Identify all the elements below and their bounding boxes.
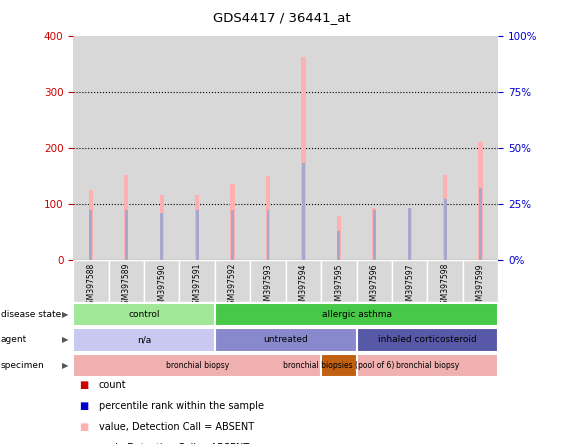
Bar [73,36,109,260]
Bar [337,216,341,260]
Bar [196,210,199,260]
Bar [356,328,498,352]
Bar [215,36,251,260]
Bar [266,176,270,260]
Bar [215,260,251,302]
Bar [408,209,412,260]
Bar [356,353,498,377]
Text: GSM397589: GSM397589 [122,263,131,309]
Text: ▶: ▶ [62,310,69,319]
Bar [160,213,163,260]
Text: bronchial biopsies (pool of 6): bronchial biopsies (pool of 6) [283,361,395,370]
Text: ■: ■ [79,422,88,432]
Bar [479,142,482,260]
Bar [230,184,235,260]
Bar [251,36,285,260]
Bar [125,210,128,260]
Bar [463,260,498,302]
Bar [408,208,411,260]
Text: GSM397596: GSM397596 [370,263,379,309]
Bar [337,230,340,260]
Text: inhaled corticosteroid: inhaled corticosteroid [378,335,477,345]
Text: ■: ■ [79,380,88,389]
Bar [73,260,109,302]
Bar [73,303,215,326]
Bar [392,260,427,302]
Bar [444,199,446,260]
Bar [372,208,377,260]
Text: ▶: ▶ [62,335,69,345]
Text: untreated: untreated [263,335,308,345]
Bar [144,36,180,260]
Text: GSM397597: GSM397597 [405,263,414,309]
Bar [285,36,321,260]
Text: GSM397594: GSM397594 [299,263,308,309]
Bar [109,260,144,302]
Text: GDS4417 / 36441_at: GDS4417 / 36441_at [213,11,350,24]
Bar [356,260,392,302]
Bar [251,260,285,302]
Bar [321,260,356,302]
Bar [443,174,447,260]
Text: GSM397588: GSM397588 [86,263,95,309]
Bar [90,210,92,260]
Bar [160,195,164,260]
Bar [109,36,144,260]
Text: bronchial biopsy: bronchial biopsy [166,361,229,370]
Bar [89,190,93,260]
Text: GSM397598: GSM397598 [441,263,450,309]
Bar [301,57,306,260]
Bar [180,36,215,260]
Bar [73,353,321,377]
Text: allergic asthma: allergic asthma [321,310,392,319]
Text: ■: ■ [79,401,88,411]
Text: GSM397592: GSM397592 [228,263,237,309]
Text: GSM397599: GSM397599 [476,263,485,309]
Text: count: count [99,380,126,389]
Bar [321,353,356,377]
Text: bronchial biopsy: bronchial biopsy [396,361,459,370]
Bar [427,260,463,302]
Bar [302,163,305,260]
Text: GSM397595: GSM397595 [334,263,343,309]
Bar [73,328,215,352]
Bar [215,328,356,352]
Text: ▶: ▶ [62,361,69,370]
Text: control: control [128,310,160,319]
Text: GSM397591: GSM397591 [193,263,202,309]
Bar [285,260,321,302]
Bar [356,36,392,260]
Text: agent: agent [1,335,27,345]
Bar [215,303,498,326]
Bar [392,36,427,260]
Text: n/a: n/a [137,335,151,345]
Bar [373,210,376,260]
Bar [180,260,215,302]
Text: value, Detection Call = ABSENT: value, Detection Call = ABSENT [99,422,254,432]
Bar [231,210,234,260]
Bar [144,260,180,302]
Text: specimen: specimen [1,361,44,370]
Bar [195,195,199,260]
Bar [463,36,498,260]
Bar [479,188,482,260]
Text: GSM397590: GSM397590 [157,263,166,309]
Text: GSM397593: GSM397593 [263,263,272,309]
Bar [321,36,356,260]
Bar [267,210,270,260]
Bar [124,174,128,260]
Bar [427,36,463,260]
Text: percentile rank within the sample: percentile rank within the sample [99,401,263,411]
Text: disease state: disease state [1,310,61,319]
